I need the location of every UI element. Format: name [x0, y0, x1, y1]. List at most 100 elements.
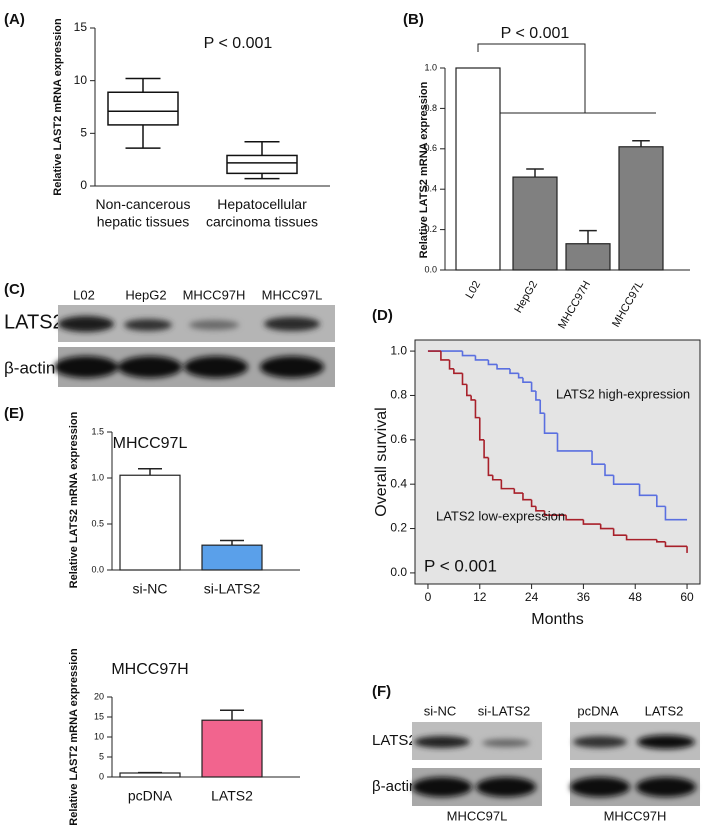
survival-step	[612, 528, 627, 536]
x-tick-label: MHCC97H	[556, 279, 593, 331]
survival-step	[535, 506, 545, 512]
survival-step	[638, 484, 657, 497]
survival-step	[604, 464, 614, 477]
blot-c: (C) L02 HepG2 MHCC97H MHCC97L LATS2 β-ac…	[4, 281, 335, 387]
survival-step	[474, 399, 480, 419]
lane-label: L02	[73, 287, 95, 302]
y-tick-label: 0.0	[424, 264, 437, 274]
lane-label: pcDNA	[577, 703, 619, 718]
survival-step	[500, 479, 515, 490]
bar	[201, 719, 263, 778]
x-tick-label: 60	[680, 590, 694, 604]
survival-step	[530, 382, 536, 392]
row-label: β-actin	[4, 358, 55, 377]
survival-step	[496, 364, 510, 370]
y-axis-label: Overall survival	[373, 407, 390, 516]
bar	[455, 67, 501, 271]
x-tick-label: L02	[464, 279, 484, 301]
annotation: P < 0.001	[501, 25, 570, 42]
x-tick-label: 48	[629, 590, 643, 604]
bar	[618, 146, 664, 271]
series-label: LATS2 low-expression	[436, 508, 565, 523]
x-tick-label: 12	[473, 590, 487, 604]
lane-label: MHCC97L	[262, 287, 323, 302]
group-label: MHCC97H	[604, 808, 667, 823]
y-tick-label: 0.0	[390, 565, 407, 579]
y-tick-label: 0.2	[390, 521, 407, 535]
y-tick-label: 0.4	[424, 184, 437, 194]
survival-step	[478, 417, 485, 441]
x-tick-label: 36	[577, 590, 591, 604]
survival-step	[517, 373, 523, 379]
lane-label: MHCC97H	[183, 287, 246, 302]
survival-step	[591, 450, 605, 466]
x-tick-label: Hepatocellular carcinoma tissues	[206, 196, 318, 230]
survival-step	[491, 475, 502, 481]
y-axis-label: Relative LAST2 mRNA expression	[52, 18, 64, 196]
survival-step	[565, 515, 584, 521]
y-tick-label: 5	[99, 751, 104, 761]
y-axis-label: Relative LAST2 mRNA expression	[68, 648, 80, 826]
survival-step	[487, 457, 493, 477]
survival-step	[448, 359, 454, 370]
survival-step	[453, 368, 463, 375]
row-label: LATS2	[4, 311, 64, 333]
bar	[201, 544, 263, 571]
blot-f: (F) si-NC si-LATS2 pcDNA LATS2 LATS2 β-a…	[372, 683, 700, 823]
lane-label: si-NC	[424, 703, 457, 718]
y-tick-label: 0.8	[424, 103, 437, 113]
series-label: LATS2 high-expression	[556, 386, 690, 401]
significance-bracket	[477, 43, 656, 114]
y-tick-label: 0.6	[424, 143, 437, 153]
y-axis-label: Relative LATS2 mRNA expression	[418, 81, 430, 258]
chart-title: MHCC97L	[113, 435, 188, 452]
y-tick-label: 10	[94, 731, 104, 741]
x-tick-label: pcDNA	[128, 788, 173, 804]
panel-label: (A)	[4, 11, 25, 28]
y-tick-label: 5	[80, 126, 87, 140]
x-tick-label: si-NC	[133, 581, 168, 597]
survival-step	[483, 439, 489, 459]
survival-step	[509, 368, 519, 375]
y-tick-label: 1.5	[91, 426, 104, 436]
survival-step	[461, 373, 467, 386]
bands	[54, 316, 324, 378]
bar	[119, 474, 181, 571]
panel-label: (E)	[4, 405, 24, 422]
survival-step	[582, 519, 601, 525]
survival-step	[539, 399, 545, 414]
survival-step	[470, 395, 476, 401]
bands	[412, 735, 696, 797]
group-label: MHCC97L	[447, 808, 508, 823]
y-tick-label: 15	[74, 20, 88, 34]
box	[226, 154, 298, 175]
survival-step	[543, 510, 567, 517]
y-axis-label: Relative LATS2 mRNA expression	[68, 411, 80, 588]
survival-step	[522, 493, 532, 501]
x-axis-label: Months	[531, 611, 583, 628]
y-tick-label: 0.0	[91, 564, 104, 574]
y-tick-label: 0.6	[390, 432, 407, 446]
panel-label: (B)	[403, 11, 424, 28]
y-tick-label: 0.4	[390, 476, 407, 490]
lane-label: LATS2	[645, 703, 684, 718]
survival-step	[556, 433, 593, 452]
y-tick-label: 0	[80, 178, 87, 192]
y-tick-label: 0.8	[390, 388, 407, 402]
x-tick-label: si-LATS2	[204, 581, 261, 597]
survival-step	[513, 488, 523, 494]
row-label: β-actin	[372, 778, 417, 795]
survival-step	[530, 499, 536, 508]
survival-step	[612, 475, 640, 485]
y-tick-label: 0.2	[424, 224, 437, 234]
survival-step	[466, 384, 472, 397]
chart-title: MHCC97H	[111, 661, 188, 678]
survival-step	[664, 541, 688, 548]
row-label: LATS2	[372, 732, 417, 749]
x-tick-label: Non-cancerous hepatic tissues	[96, 196, 191, 230]
y-tick-label: 10	[74, 73, 88, 87]
panel-label: (F)	[372, 683, 391, 700]
y-tick-label: 15	[94, 711, 104, 721]
survival-step	[656, 539, 666, 543]
